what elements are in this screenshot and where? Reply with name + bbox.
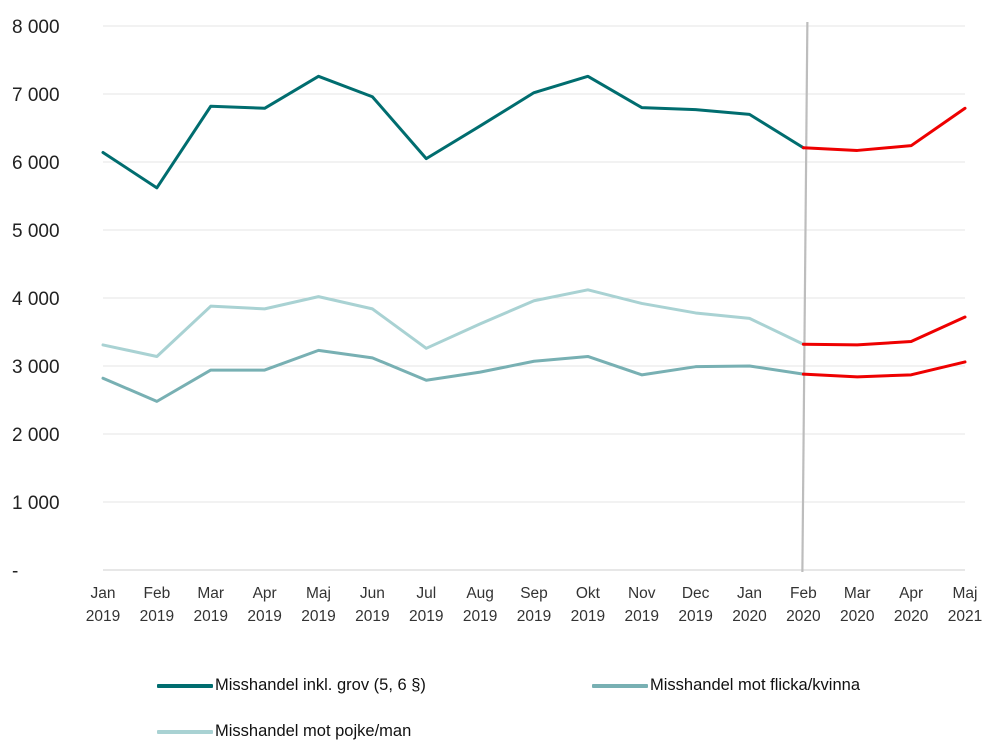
x-tick-label-month: Okt — [576, 585, 601, 602]
x-tick-label-year: 2019 — [571, 608, 605, 625]
x-tick-label-month: Feb — [144, 585, 171, 602]
legend-label-1: Misshandel mot flicka/kvinna — [650, 676, 861, 694]
x-tick-label-month: Jan — [737, 585, 762, 602]
y-tick-label: 5 000 — [12, 221, 60, 242]
series-line-0 — [101, 74, 805, 190]
reference-vertical-line — [801, 21, 809, 573]
legend-swatch-2 — [157, 729, 213, 734]
x-tick-label-month: Apr — [899, 585, 923, 602]
x-tick-label-year: 2019 — [355, 608, 389, 625]
x-tick-label-year: 2019 — [140, 608, 174, 625]
legend-label-2: Misshandel mot pojke/man — [215, 722, 412, 740]
x-tick-label-year: 2019 — [409, 608, 443, 625]
x-tick-label-month: Mar — [197, 585, 224, 602]
x-tick-label-month: Mar — [844, 585, 871, 602]
legend-item-1: Misshandel mot flicka/kvinna — [592, 676, 860, 695]
series-line-2-highlight — [801, 315, 967, 347]
y-tick-label: - — [12, 561, 18, 582]
y-tick-label: 2 000 — [12, 425, 60, 446]
y-tick-label: 6 000 — [12, 153, 60, 174]
x-tick-label-year: 2020 — [840, 608, 875, 625]
x-tick-label-month: Apr — [253, 585, 277, 602]
x-tick-label-month: Maj — [953, 585, 978, 602]
y-axis-ticks: - 1 000 2 000 3 000 4 000 5 000 6 000 7 000 8 00… — [12, 17, 60, 582]
x-tick-label-month: Sep — [520, 585, 548, 602]
x-axis-ticks: Jan 2019 Feb 2019 Mar 2019 Apr 2019 Maj 2019 Jun 20… — [86, 585, 982, 625]
x-tick-label-month: Nov — [628, 585, 656, 602]
gridlines — [103, 25, 965, 571]
x-tick-label-month: Jul — [416, 585, 436, 602]
x-tick-label-year: 2020 — [786, 608, 821, 625]
x-tick-label-year: 2019 — [678, 608, 712, 625]
x-tick-label-month: Dec — [682, 585, 710, 602]
x-tick-label-year: 2019 — [86, 608, 120, 625]
x-tick-label-year: 2019 — [247, 608, 281, 625]
x-tick-label-year: 2020 — [732, 608, 767, 625]
y-tick-label: 7 000 — [12, 85, 60, 106]
x-tick-label-month: Jan — [91, 585, 116, 602]
x-tick-label-year: 2019 — [517, 608, 551, 625]
y-tick-label: 8 000 — [12, 17, 60, 38]
series-line-2 — [101, 288, 805, 358]
x-tick-label-year: 2020 — [894, 608, 929, 625]
x-tick-label-year: 2021 — [948, 608, 982, 625]
series-line-1 — [101, 348, 805, 403]
legend-item-2: Misshandel mot pojke/man — [157, 722, 411, 741]
reference-line — [801, 21, 809, 573]
x-tick-label-month: Feb — [790, 585, 817, 602]
y-tick-label: 1 000 — [12, 493, 60, 514]
legend-swatch-0 — [157, 683, 213, 688]
x-tick-label-year: 2019 — [194, 608, 228, 625]
x-tick-label-year: 2019 — [301, 608, 335, 625]
legend-swatch-1 — [592, 683, 648, 688]
x-tick-label-month: Jun — [360, 585, 385, 602]
legend-label-0: Misshandel inkl. grov (5, 6 §) — [215, 676, 426, 694]
y-tick-label: 3 000 — [12, 357, 60, 378]
x-tick-label-year: 2019 — [625, 608, 659, 625]
series-line-0-highlight — [801, 106, 967, 152]
series-lines — [101, 74, 967, 403]
legend-item-0: Misshandel inkl. grov (5, 6 §) — [157, 676, 426, 695]
series-line-1-highlight — [801, 360, 967, 379]
x-tick-label-month: Aug — [466, 585, 494, 602]
x-tick-label-month: Maj — [306, 585, 331, 602]
y-tick-label: 4 000 — [12, 289, 60, 310]
x-tick-label-year: 2019 — [463, 608, 497, 625]
